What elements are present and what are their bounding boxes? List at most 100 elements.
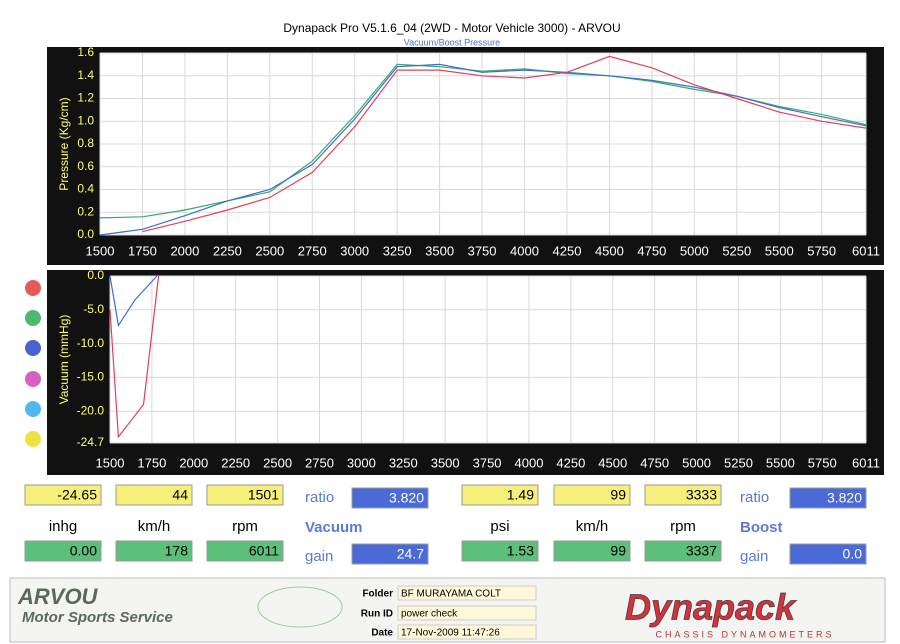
section-label: Boost	[740, 519, 783, 536]
x-tick-label: 4750	[640, 455, 669, 470]
unit-label: rpm	[670, 518, 696, 535]
date-label: Date	[371, 628, 393, 639]
readout-value: 3337	[686, 543, 717, 559]
x-tick-label: 4500	[595, 243, 624, 258]
y-tick-label: 1.0	[77, 113, 94, 127]
title: Dynapack Pro V5.1.6_04 (2WD - Motor Vehi…	[283, 21, 620, 35]
channel-dots	[25, 280, 41, 447]
y-tick-label: 0.4	[77, 182, 94, 196]
x-tick-label: 3000	[340, 243, 369, 258]
series-line	[109, 275, 158, 328]
x-tick-label: 5500	[765, 243, 794, 258]
x-tick-label: 3500	[425, 243, 454, 258]
x-tick-label: 5250	[724, 455, 753, 470]
dot	[25, 340, 41, 356]
x-tick-label: 2000	[179, 455, 208, 470]
x-tick-label: 2000	[170, 243, 199, 258]
globe	[257, 586, 343, 628]
x-tick-label: 5500	[766, 455, 795, 470]
y-tick-label: 0.0	[77, 227, 94, 241]
readout-value: 99	[610, 543, 626, 559]
y-axis-label: Vacuum (mmHg)	[57, 315, 71, 405]
readout-value: 99	[610, 487, 626, 503]
readout-box	[115, 540, 193, 562]
readout-box	[644, 540, 722, 562]
readout-value: 1.49	[507, 487, 534, 503]
y-tick-label: -24.7	[77, 435, 105, 449]
x-tick-label: 5750	[808, 455, 837, 470]
y-tick-label: 1.2	[77, 91, 94, 105]
x-tick-label: 2750	[298, 243, 327, 258]
y-axis-label: Pressure (Kg/cm)	[57, 97, 71, 190]
x-tick-label: 3000	[347, 455, 376, 470]
gain-box	[789, 543, 867, 565]
brand: ARVOU	[17, 584, 99, 609]
run: power check	[401, 609, 458, 620]
y-tick-label: -10.0	[77, 336, 105, 350]
footer: ARVOU Motor Sports Service Folder BF MUR…	[9, 577, 886, 643]
unit-label: inhg	[49, 518, 77, 535]
readout-value: 0.00	[70, 543, 97, 559]
x-tick-label: 1750	[128, 243, 157, 258]
x-tick-label: 5000	[680, 243, 709, 258]
series-line	[142, 55, 867, 233]
readout-value: -24.65	[57, 487, 97, 503]
x-tick-label: 4750	[637, 243, 666, 258]
x-tick-label: 2250	[213, 243, 242, 258]
folder: BF MURAYAMA COLT	[401, 589, 501, 600]
y-tick-label: 0.0	[87, 268, 104, 282]
x-tick-label: 5250	[722, 243, 751, 258]
readout-box	[206, 540, 284, 562]
x-tick-label: 4500	[598, 455, 627, 470]
readout-box	[115, 484, 193, 506]
gain-label: gain	[740, 548, 768, 565]
ratio-box	[789, 487, 867, 509]
x-tick-label: 5750	[807, 243, 836, 258]
y-tick-label: 1.4	[77, 68, 94, 82]
x-tick-label: 5000	[682, 455, 711, 470]
x-tick-label: 4000	[510, 243, 539, 258]
x-tick-label: 3250	[389, 455, 418, 470]
ratio-value: 3.820	[827, 490, 862, 506]
x-tick-label: 2500	[263, 455, 292, 470]
readout-box	[461, 484, 539, 506]
readout-box	[553, 540, 631, 562]
readout-value: 1501	[248, 487, 279, 503]
run-label: Run ID	[361, 609, 393, 620]
ratio-label: ratio	[305, 489, 334, 506]
y-tick-label: -5.0	[83, 302, 104, 316]
x-tick-label: 4000	[515, 455, 544, 470]
x-tick-label: 3250	[383, 243, 412, 258]
x-tick-label: 1500	[96, 455, 125, 470]
readout-box	[553, 484, 631, 506]
field	[397, 605, 537, 621]
x-tick-label: 2750	[305, 455, 334, 470]
y-tick-label: 0.8	[77, 136, 94, 150]
dot	[25, 280, 41, 296]
gain-value: 0.0	[843, 546, 863, 562]
dot	[25, 310, 41, 326]
x-tick-label: 2500	[255, 243, 284, 258]
x-tick-label: 4250	[556, 455, 585, 470]
x-tick-label: 3750	[468, 243, 497, 258]
brand-sub: Motor Sports Service	[22, 609, 173, 626]
dot	[25, 401, 41, 417]
readout-value: 178	[165, 543, 189, 559]
logo-sub: CHASSIS DYNAMOMETERS	[655, 629, 834, 639]
series-line	[109, 275, 160, 439]
readout-value: 44	[172, 487, 188, 503]
plot-area	[110, 276, 866, 443]
dot	[25, 431, 41, 447]
y-tick-label: 0.6	[77, 159, 94, 173]
x-tick-label: 6011	[852, 243, 880, 258]
x-tick-label: 1750	[137, 455, 166, 470]
unit-label: km/h	[138, 518, 171, 535]
x-tick-label: 4250	[553, 243, 582, 258]
gain-label: gain	[305, 548, 333, 565]
readout-box	[206, 484, 284, 506]
readout-box	[24, 540, 102, 562]
x-tick-label: 1500	[86, 243, 115, 258]
unit-label: km/h	[576, 518, 609, 535]
y-tick-label: 0.2	[77, 204, 94, 218]
